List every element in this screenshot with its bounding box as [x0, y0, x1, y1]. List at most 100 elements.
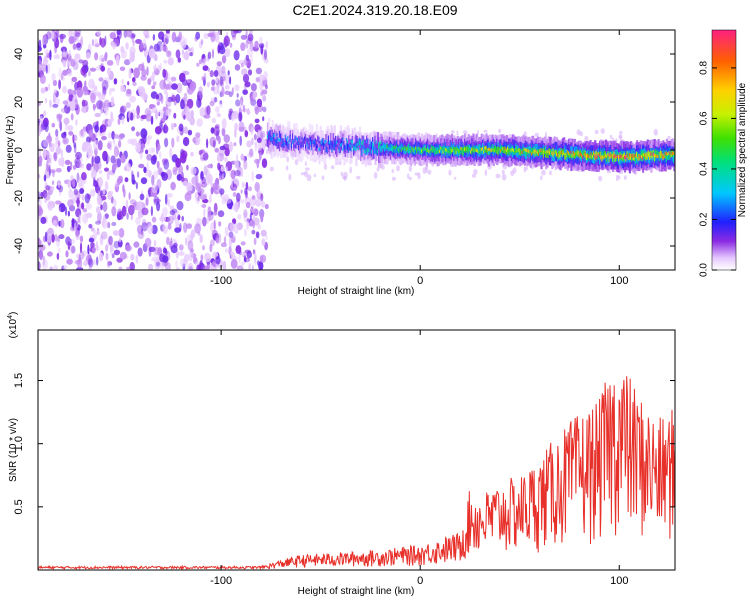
noise-cell	[200, 254, 204, 261]
signal-cell	[348, 144, 351, 151]
signal-cell	[640, 150, 643, 158]
signal-cell	[564, 154, 567, 158]
noise-cell	[59, 33, 66, 40]
noise-cell	[180, 99, 185, 110]
noise-cell	[202, 245, 205, 251]
signal-cell	[545, 152, 548, 157]
signal-cell	[415, 148, 418, 155]
noise-cell	[137, 230, 145, 240]
heatmap-cells	[38, 30, 675, 270]
noise-cell	[67, 210, 70, 217]
signal-cell	[413, 148, 416, 152]
noise-cell	[88, 237, 95, 243]
noise-cell	[51, 180, 55, 185]
noise-cell	[167, 215, 174, 225]
noise-cell	[216, 61, 222, 67]
noise-cell	[44, 122, 49, 133]
noise-cell	[179, 153, 187, 164]
signal-cell	[497, 148, 500, 156]
noise-cell	[216, 153, 221, 162]
noise-cell	[201, 58, 206, 67]
noise-cell	[64, 206, 68, 216]
noise-cell	[49, 142, 55, 153]
noise-cell	[136, 114, 140, 119]
noise-cell	[67, 125, 74, 131]
signal-cell	[590, 152, 593, 160]
signal-cell	[509, 148, 512, 156]
noise-cell	[208, 193, 212, 204]
noise-cell	[154, 259, 162, 270]
signal-cell	[473, 148, 476, 152]
signal-cell	[528, 149, 531, 154]
signal-cell	[363, 149, 366, 154]
signal-cell	[338, 138, 341, 150]
noise-cell	[157, 109, 165, 115]
noise-cell	[408, 165, 413, 172]
noise-cell	[56, 252, 60, 260]
noise-cell	[156, 179, 162, 189]
noise-cell	[98, 92, 103, 102]
noise-cell	[165, 261, 171, 270]
x-tick-label: -100	[210, 575, 232, 587]
noise-cell	[67, 60, 72, 67]
signal-cell	[292, 140, 295, 144]
noise-cell	[261, 238, 266, 247]
signal-cell	[355, 135, 358, 148]
signal-cell	[356, 142, 359, 147]
noise-cell	[234, 64, 241, 71]
signal-cell	[625, 156, 628, 160]
noise-cell	[172, 169, 178, 176]
signal-cell	[520, 148, 523, 153]
noise-cell	[236, 154, 239, 161]
signal-cell	[521, 150, 524, 155]
noise-cell	[198, 188, 205, 195]
noise-cell	[124, 244, 132, 252]
signal-cell	[386, 144, 389, 148]
noise-cell	[162, 207, 168, 217]
noise-cell	[223, 134, 230, 143]
noise-cell	[164, 137, 169, 148]
signal-cell	[573, 152, 577, 156]
signal-cell	[544, 148, 547, 161]
noise-cell	[182, 136, 190, 147]
signal-cell	[425, 141, 428, 154]
noise-cell	[136, 105, 141, 116]
noise-cell	[100, 204, 103, 211]
signal-cell	[400, 143, 403, 150]
signal-cell	[434, 148, 437, 156]
noise-cell	[211, 117, 217, 124]
noise-cell	[178, 164, 184, 175]
signal-cell	[657, 154, 660, 159]
signal-cell	[475, 148, 479, 152]
noise-cell	[198, 86, 203, 95]
noise-cell	[163, 159, 170, 170]
signal-cell	[526, 149, 529, 157]
signal-cell	[452, 144, 455, 152]
noise-cell	[73, 188, 79, 196]
y-tick-label: 0	[13, 147, 25, 153]
noise-cell	[241, 68, 248, 76]
signal-cell	[558, 151, 561, 159]
signal-cell	[455, 146, 458, 153]
noise-cell	[129, 57, 132, 63]
noise-cell	[111, 206, 117, 217]
noise-cell	[217, 210, 225, 218]
noise-cell	[212, 140, 216, 149]
noise-cell	[251, 229, 256, 235]
noise-cell	[68, 89, 74, 95]
signal-cell	[552, 147, 555, 155]
noise-cell	[330, 165, 335, 170]
noise-cell	[112, 199, 117, 207]
noise-cell	[173, 123, 177, 128]
y-tick-label: 40	[13, 48, 25, 60]
signal-cell	[561, 149, 565, 154]
noise-cell	[79, 242, 83, 254]
noise-cell	[260, 212, 264, 223]
noise-cell	[200, 39, 204, 45]
noise-cell	[91, 169, 97, 180]
signal-cell	[646, 151, 649, 159]
noise-cell	[219, 175, 223, 181]
signal-cell	[567, 151, 571, 155]
noise-cell	[82, 141, 88, 153]
noise-cell	[206, 138, 209, 149]
